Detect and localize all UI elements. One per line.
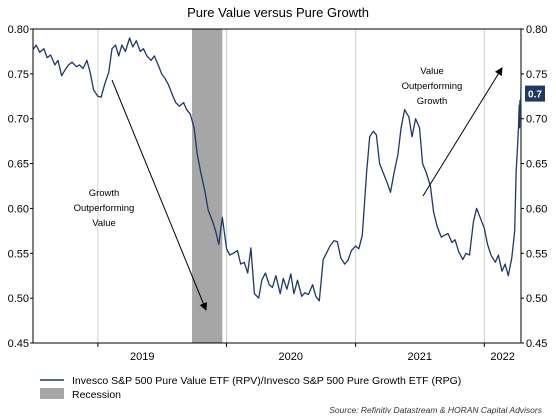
x-axis: 2019 2020 2021 2022: [97, 343, 515, 363]
y-tick-label-left: 0.55: [8, 248, 29, 260]
y-tick-label-right: 0.70: [526, 114, 547, 126]
annotation-text: Value Outperforming Growth: [402, 66, 463, 107]
x-tick-label: 2019: [130, 351, 154, 363]
annotation-text: Growth Outperforming Value: [74, 188, 135, 229]
x-tick-label: 2022: [490, 351, 514, 363]
y-tick-label-left: 0.65: [8, 159, 29, 171]
chart-title: Pure Value versus Pure Growth: [187, 5, 369, 20]
y-axis-left: 0.45 0.50 0.55 0.60 0.65 0.70 0.75 0.80: [8, 24, 33, 350]
y-tick-label-left: 0.60: [8, 203, 29, 215]
data-series: [32, 37, 522, 302]
arrow-up: [422, 67, 503, 197]
source-note: Source: Refinitiv Datastream & HORAN Cap…: [329, 405, 542, 415]
x-tick-label: 2021: [408, 351, 432, 363]
y-tick-label-right: 0.45: [526, 338, 547, 350]
y-tick-label-right: 0.60: [526, 203, 547, 215]
y-tick-label-left: 0.75: [8, 69, 29, 81]
legend-label: Recession: [72, 389, 121, 401]
y-tick-label-right: 0.50: [526, 293, 547, 305]
grid: [97, 29, 485, 343]
y-tick-label-right: 0.75: [526, 69, 547, 81]
y-tick-label-right: 0.65: [526, 159, 547, 171]
annotations: Growth Outperforming Value Value Outperformi…: [74, 66, 503, 311]
legend-swatch-area: [40, 388, 64, 399]
legend-label: Invesco S&P 500 Pure Value ETF (RPV)/Inv…: [72, 375, 461, 387]
recession-band: [192, 29, 223, 343]
y-tick-label-left: 0.45: [8, 338, 29, 350]
y-tick-label-left: 0.50: [8, 293, 29, 305]
legend: Invesco S&P 500 Pure Value ETF (RPV)/Inv…: [40, 375, 461, 401]
series-line: [32, 37, 522, 302]
plot-frame: [32, 28, 522, 344]
y-tick-label-right: 0.55: [526, 248, 547, 260]
arrow-down: [111, 79, 208, 311]
y-tick-label-left: 0.80: [8, 24, 29, 36]
y-axis-right: 0.45 0.50 0.55 0.60 0.65 0.70 0.75 0.80: [521, 24, 547, 350]
x-tick-label: 2020: [279, 351, 303, 363]
last-value-badge: 0.7: [525, 85, 545, 102]
badge-label: 0.7: [528, 90, 542, 101]
recession-area: [192, 29, 223, 343]
y-tick-label-right: 0.80: [526, 24, 547, 36]
badge-box: [525, 85, 545, 102]
y-tick-label-left: 0.70: [8, 114, 29, 126]
